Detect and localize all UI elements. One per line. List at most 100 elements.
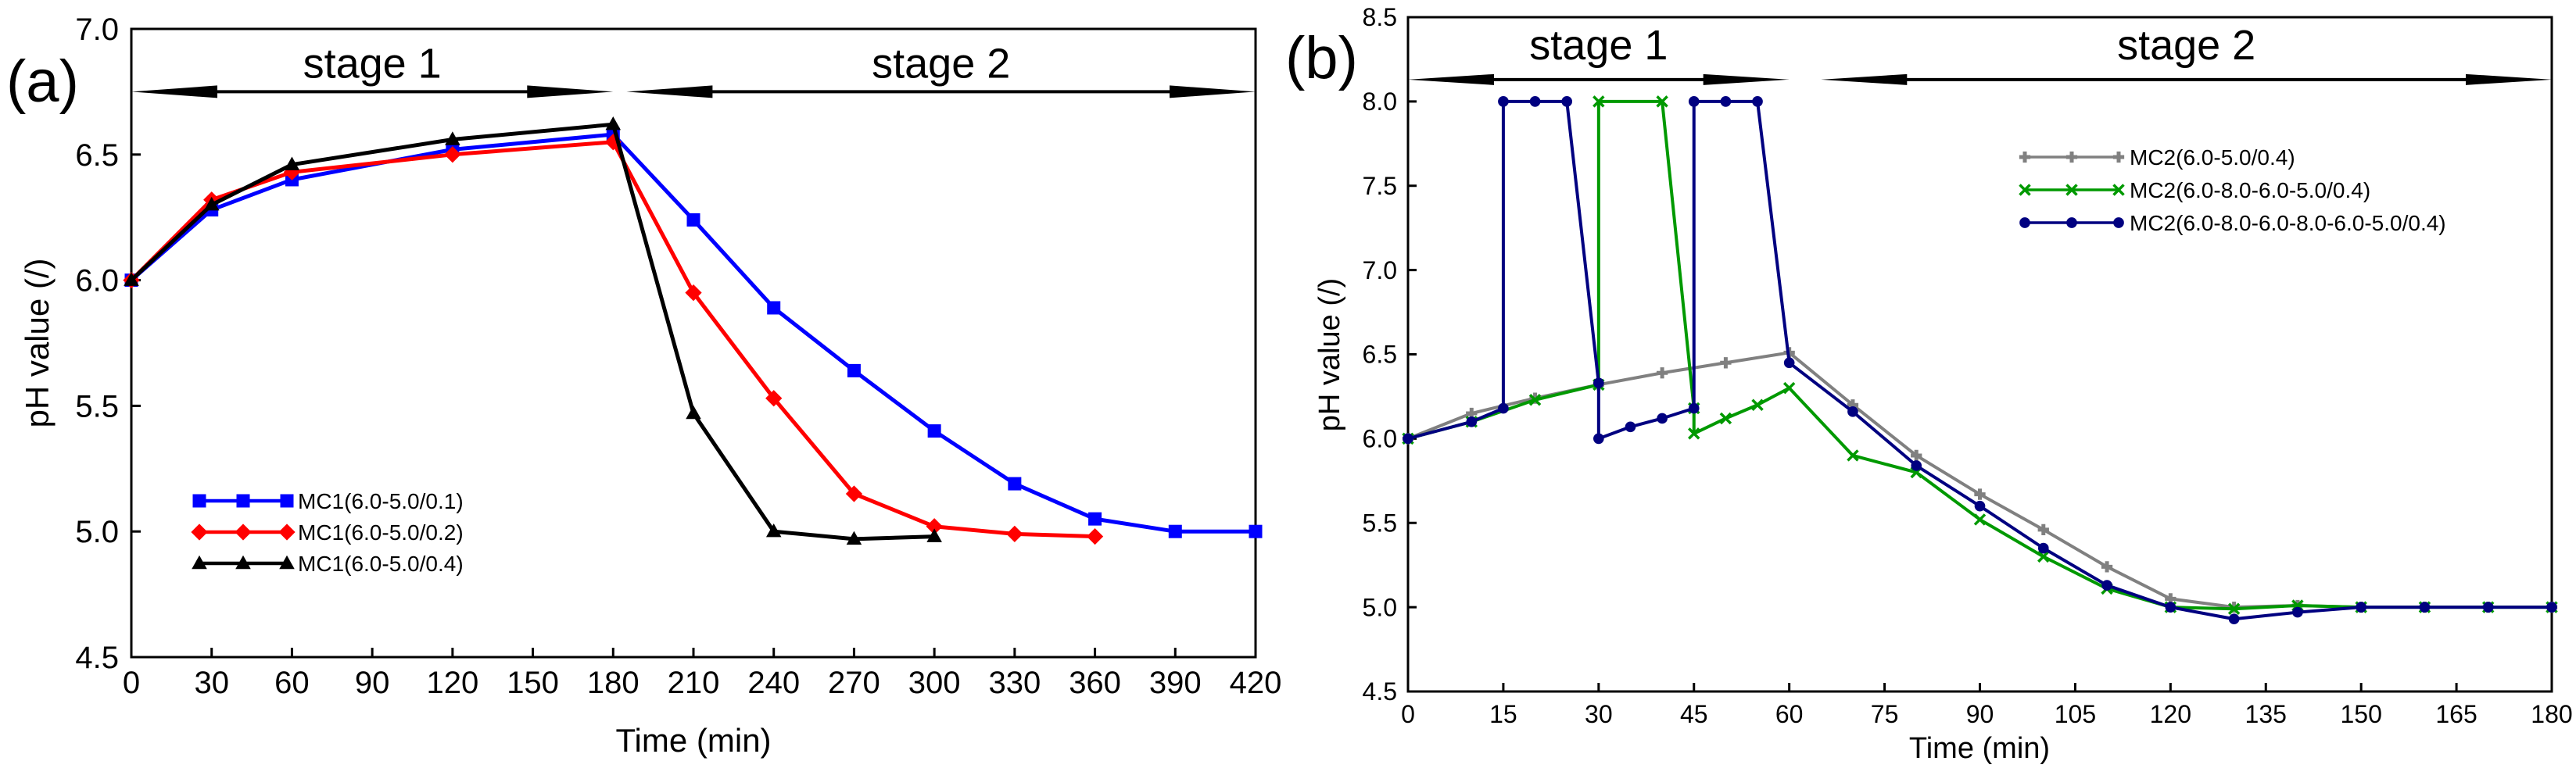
a-stage-2-arrow-right-arrowhead: [1170, 85, 1256, 98]
a-series-1-point: [1168, 524, 1182, 538]
b-series-3-point: [1657, 413, 1668, 424]
panel-b-legend: MC2(6.0-5.0/0.4) MC2(6.0-8.0-6.0-5.0/0.4)…: [2019, 145, 2446, 235]
a-legend-swatch-marker: [235, 524, 252, 541]
b-series-2-point: [1688, 427, 1700, 440]
a-series-3-point: [605, 116, 622, 130]
panel-a-axes: 0 30 60 90 120 150 180 210 240 270 300 330 360 390 420…: [75, 13, 1281, 700]
b-series-1-point: [2101, 561, 2113, 573]
b-legend-label: MC2(6.0-5.0/0.4): [2130, 145, 2295, 170]
a-legend-swatch-marker: [192, 494, 206, 508]
a-series-1: [124, 127, 1263, 538]
b-series-2-point: [1593, 95, 1605, 108]
a-legend-swatch-marker: [278, 524, 296, 541]
b-series-3-point: [2356, 602, 2366, 613]
a-legend-label: MC1(6.0-5.0/0.1): [298, 489, 464, 513]
panel-a-label: (a): [6, 48, 79, 115]
a-series-3-point: [846, 531, 862, 545]
b-series-3-point: [1752, 96, 1763, 107]
b-series-2-point: [1528, 394, 1542, 406]
a-series-2: [123, 134, 1104, 545]
a-x-tick-label: 240: [747, 666, 800, 700]
b-y-tick-label: 7.5: [1363, 172, 1397, 200]
panel-b-y-axis-label: pH value (/): [1313, 278, 1346, 431]
b-series-3-point: [1498, 402, 1509, 414]
b-x-tick-label: 90: [1966, 700, 1994, 728]
b-y-tick-label: 5.5: [1363, 509, 1397, 537]
b-stage-2-label: stage 2: [2117, 22, 2255, 69]
b-series-3-point: [1688, 96, 1700, 107]
a-series-2-point: [1006, 525, 1023, 543]
b-stage-2-arrow-left-arrowhead: [1821, 73, 1908, 85]
a-legend-item: MC1(6.0-5.0/0.2): [191, 520, 464, 545]
a-stage-2-arrow-left-arrowhead: [626, 85, 713, 98]
a-series-2-point: [765, 390, 783, 407]
b-legend-item: MC2(6.0-8.0-6.0-8.0-6.0-5.0/0.4): [2019, 211, 2446, 235]
b-x-tick-label: 105: [2055, 700, 2096, 728]
a-x-tick-label: 90: [355, 666, 390, 700]
a-legend-swatch-marker: [279, 555, 295, 570]
a-x-tick-label: 330: [988, 666, 1041, 700]
b-series-1-point: [1720, 357, 1732, 369]
b-series-3-point: [1403, 433, 1413, 445]
b-x-tick-label: 135: [2245, 700, 2287, 728]
b-y-tick-label: 4.5: [1363, 677, 1397, 706]
a-x-tick-label: 150: [507, 666, 559, 700]
b-series-3-point: [1498, 96, 1509, 107]
a-stage-2-label: stage 2: [872, 40, 1010, 87]
b-series-1: [1402, 347, 2558, 613]
a-series-2-point: [1086, 528, 1104, 545]
b-x-tick-label: 75: [1871, 700, 1899, 728]
a-series-1-point: [686, 213, 700, 227]
panel-b-axes: 0 15 30 45 60 75 90 105 120 135 150 165 180 4.5 5.0 5.5…: [1363, 3, 2573, 728]
b-series-2-point: [1656, 95, 1668, 108]
a-x-tick-label: 420: [1230, 666, 1282, 700]
a-x-tick-label: 360: [1069, 666, 1121, 700]
b-series-3-point: [2228, 613, 2240, 625]
a-stage-1-label: stage 1: [303, 40, 442, 87]
panel-b-label: (b): [1285, 25, 1358, 91]
a-series-3-point: [926, 528, 942, 542]
a-series-3-point: [445, 131, 460, 145]
panel-a-y-axis-label: pH value (/): [19, 258, 56, 427]
b-legend-swatch-marker: [2019, 217, 2030, 228]
panel-a-series: [123, 116, 1263, 545]
a-y-tick-label: 6.5: [75, 138, 119, 173]
a-series-3-line: [130, 122, 935, 541]
a-series-3-point: [686, 405, 701, 420]
a-x-tick-label: 60: [274, 666, 310, 700]
b-y-tick-label: 8.5: [1363, 3, 1397, 31]
b-series-2-point: [1782, 381, 1796, 395]
b-series-2-point: [2037, 550, 2050, 563]
b-y-tick-label: 8.0: [1363, 88, 1397, 116]
a-series-2-point: [926, 518, 943, 535]
b-x-tick-label: 150: [2340, 700, 2381, 728]
b-series-1-point: [1974, 488, 1986, 500]
b-x-tick-label: 60: [1775, 700, 1804, 728]
panel-b-stage-arrows: stage 1 stage 2: [1408, 22, 2552, 85]
b-series-2-point: [1973, 513, 1987, 526]
b-x-tick-label: 0: [1401, 700, 1415, 728]
panel-b: (b) 0 15 30 45 60 75 90 105 120 135 150 165 180 4.5 5.…: [1285, 3, 2573, 765]
b-series-3-point: [2165, 602, 2177, 613]
b-legend-swatch-marker: [2065, 184, 2078, 196]
a-legend-swatch-marker: [192, 555, 207, 570]
b-series-3-point: [1593, 377, 1604, 389]
b-series-3-point: [2101, 580, 2112, 591]
a-series-1-point: [1008, 477, 1022, 491]
a-legend-swatch-marker: [236, 494, 250, 508]
b-series-2-point: [1751, 398, 1764, 411]
a-series-3-point: [203, 196, 220, 211]
a-series-2-point: [685, 284, 702, 302]
a-y-tick-label: 7.0: [75, 13, 119, 47]
b-y-tick-label: 6.5: [1363, 341, 1397, 369]
b-series-3-point: [1529, 96, 1541, 107]
a-series-3-point: [765, 524, 782, 538]
b-x-tick-label: 180: [2531, 700, 2572, 728]
b-y-tick-label: 7.0: [1363, 256, 1397, 284]
b-stage-2-arrow-right-arrowhead: [2466, 73, 2552, 85]
b-series-2-line: [1407, 99, 2552, 611]
b-stage-1-label: stage 1: [1529, 22, 1668, 69]
b-series-3-point: [1625, 421, 1636, 433]
b-series-3-point: [1561, 96, 1573, 107]
a-x-tick-label: 270: [828, 666, 880, 700]
